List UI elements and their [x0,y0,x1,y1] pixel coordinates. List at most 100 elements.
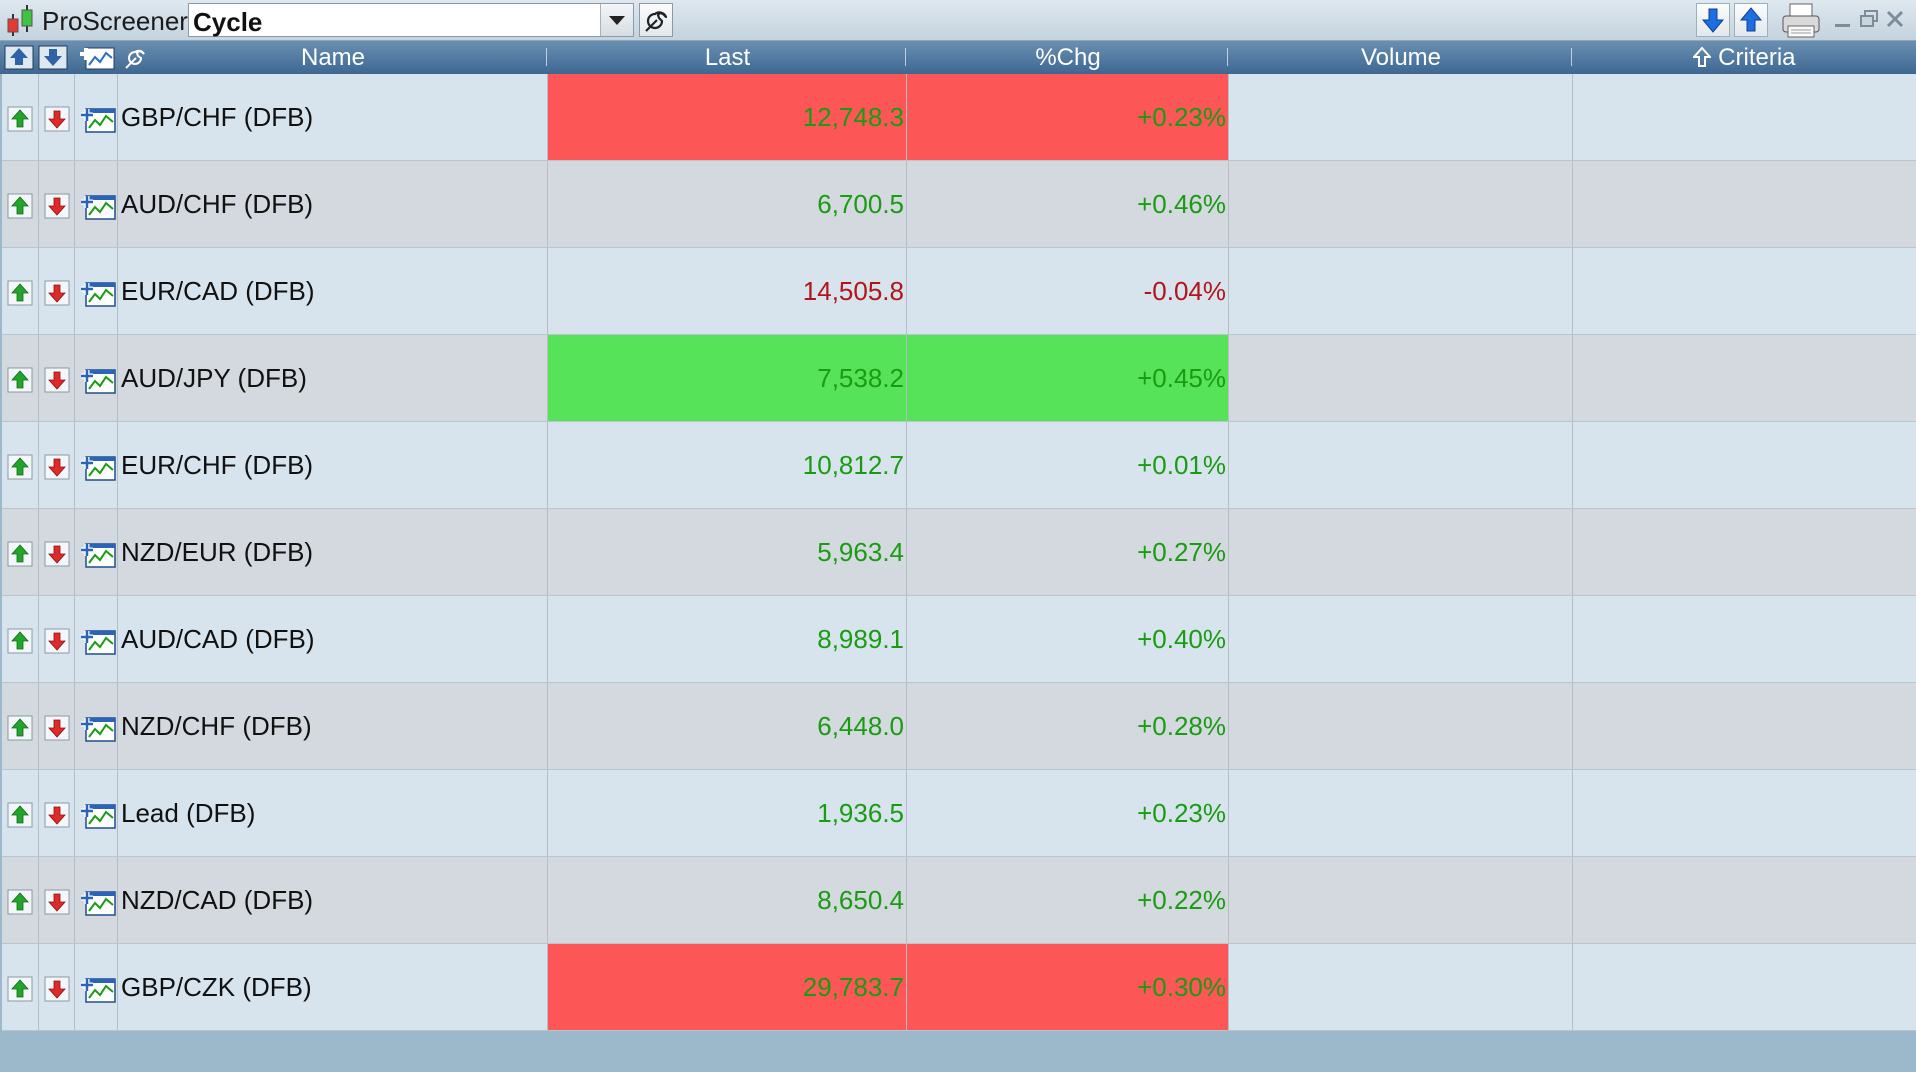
blue-down-arrow-icon [1701,8,1725,33]
instrument-name-cell[interactable]: AUD/CAD (DFB) [118,596,548,682]
sort-ascending-arrow-icon [1692,46,1713,67]
instrument-name-cell[interactable]: EUR/CAD (DFB) [118,248,548,334]
add-to-down-list-button[interactable] [39,248,75,334]
add-to-up-list-button[interactable] [2,596,39,682]
column-header-name[interactable]: Name [300,44,366,71]
add-to-up-list-button[interactable] [2,944,39,1030]
wrench-icon[interactable] [122,45,152,70]
add-to-up-list-button[interactable] [2,770,39,856]
add-to-down-list-button[interactable] [39,509,75,595]
table-row[interactable]: NZD/CHF (DFB) 6,448.0 +0.28% [2,683,1916,770]
add-to-up-list-button[interactable] [2,161,39,247]
table-row[interactable]: AUD/CHF (DFB) 6,700.5 +0.46% [2,161,1916,248]
open-chart-button[interactable] [75,335,118,421]
open-chart-button[interactable] [75,161,118,247]
instrument-name: NZD/CHF (DFB) [121,711,312,741]
sort-up-icon[interactable] [4,45,34,70]
last-price-cell: 14,505.8 [548,248,907,334]
add-to-down-list-button[interactable] [39,944,75,1030]
instrument-name-cell[interactable]: NZD/EUR (DFB) [118,509,548,595]
instrument-name: Lead (DFB) [121,798,256,828]
chevron-down-icon[interactable] [600,4,633,36]
percent-change-cell: -0.04% [907,248,1229,334]
percent-change: +0.22% [1137,885,1226,915]
blue-up-arrow-icon [1739,7,1763,32]
green-up-arrow-icon [7,802,33,828]
add-to-up-list-button[interactable] [2,74,39,160]
add-to-up-list-button[interactable] [2,248,39,334]
restore-icon[interactable] [1858,8,1880,30]
red-down-arrow-icon [44,106,70,132]
add-to-up-list-button[interactable] [2,422,39,508]
add-to-down-list-button[interactable] [39,770,75,856]
print-icon[interactable] [1780,2,1824,40]
add-to-up-list-button[interactable] [2,683,39,769]
table-row[interactable]: AUD/JPY (DFB) 7,538.2 +0.45% [2,335,1916,422]
table-row[interactable]: AUD/CAD (DFB) 8,989.1 +0.40% [2,596,1916,683]
column-header-criteria[interactable]: Criteria [1573,41,1916,74]
add-to-up-list-button[interactable] [2,509,39,595]
add-to-down-list-button[interactable] [39,683,75,769]
table-row[interactable]: GBP/CZK (DFB) 29,783.7 +0.30% [2,944,1916,1031]
open-chart-button[interactable] [75,770,118,856]
last-price: 12,748.3 [802,102,904,132]
open-chart-button[interactable] [75,248,118,334]
add-to-up-list-button[interactable] [2,857,39,943]
add-chart-icon[interactable] [78,45,116,70]
sort-down-icon[interactable] [38,45,68,70]
percent-change: +0.40% [1137,624,1226,654]
table-row[interactable]: GBP/CHF (DFB) 12,748.3 +0.23% [2,74,1916,161]
add-to-down-list-button[interactable] [39,422,75,508]
percent-change-cell: +0.27% [907,509,1229,595]
add-chart-icon [81,195,116,220]
add-to-down-list-button[interactable] [39,857,75,943]
green-up-arrow-icon [7,976,33,1002]
table-row[interactable]: NZD/EUR (DFB) 5,963.4 +0.27% [2,509,1916,596]
open-chart-button[interactable] [75,509,118,595]
instrument-name-cell[interactable]: AUD/JPY (DFB) [118,335,548,421]
instrument-name-cell[interactable]: GBP/CHF (DFB) [118,74,548,160]
table-row[interactable]: EUR/CAD (DFB) 14,505.8 -0.04% [2,248,1916,335]
add-to-down-list-button[interactable] [39,335,75,421]
table-row[interactable]: EUR/CHF (DFB) 10,812.7 +0.01% [2,422,1916,509]
column-header-volume[interactable]: Volume [1360,44,1442,71]
add-chart-icon [81,108,116,133]
criteria-cell [1573,857,1916,943]
table-row[interactable]: Lead (DFB) 1,936.5 +0.23% [2,770,1916,857]
open-chart-button[interactable] [75,683,118,769]
add-to-down-list-button[interactable] [39,74,75,160]
instrument-name-cell[interactable]: NZD/CHF (DFB) [118,683,548,769]
move-up-button[interactable] [1734,3,1768,37]
table-row[interactable]: NZD/CAD (DFB) 8,650.4 +0.22% [2,857,1916,944]
screener-select[interactable]: Cycle [188,3,634,37]
close-icon[interactable] [1884,8,1906,30]
add-to-down-list-button[interactable] [39,161,75,247]
minimize-icon[interactable] [1832,8,1854,30]
move-down-button[interactable] [1696,3,1730,37]
volume-cell [1229,161,1573,247]
open-chart-button[interactable] [75,422,118,508]
volume-cell [1229,857,1573,943]
open-chart-button[interactable] [75,596,118,682]
instrument-name-cell[interactable]: GBP/CZK (DFB) [118,944,548,1030]
open-chart-button[interactable] [75,74,118,160]
open-chart-button[interactable] [75,857,118,943]
column-separator [546,48,547,66]
instrument-name-cell[interactable]: NZD/CAD (DFB) [118,857,548,943]
column-header-last[interactable]: Last [704,44,751,71]
instrument-name-cell[interactable]: EUR/CHF (DFB) [118,422,548,508]
instrument-name-cell[interactable]: Lead (DFB) [118,770,548,856]
add-to-down-list-button[interactable] [39,596,75,682]
column-header-chg[interactable]: %Chg [1035,44,1101,71]
add-chart-icon [81,978,116,1003]
open-chart-button[interactable] [75,944,118,1030]
settings-button[interactable] [639,3,673,37]
instrument-name-cell[interactable]: AUD/CHF (DFB) [118,161,548,247]
criteria-cell [1573,596,1916,682]
green-up-arrow-icon [7,628,33,654]
instrument-name: NZD/CAD (DFB) [121,885,314,915]
last-price-cell: 12,748.3 [548,74,907,160]
percent-change: +0.01% [1137,450,1226,480]
last-price-cell: 7,538.2 [548,335,907,421]
add-to-up-list-button[interactable] [2,335,39,421]
